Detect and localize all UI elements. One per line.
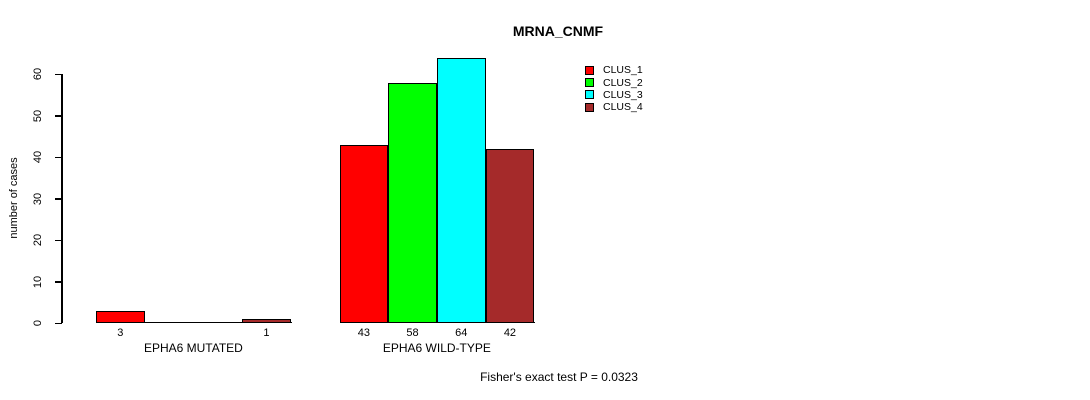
legend-label: CLUS_4 (603, 101, 643, 114)
bar-value-label: 1 (263, 327, 270, 339)
y-tick (55, 73, 62, 76)
bar-clus_1-1 (96, 311, 145, 323)
y-tick-label: 50 (32, 109, 44, 123)
legend: CLUS_1 CLUS_2 CLUS_3 CLUS_4 (585, 64, 643, 114)
bar-clus_2-2 (388, 83, 437, 323)
y-tick-label: 30 (32, 192, 44, 205)
bar-value-label: 42 (503, 327, 517, 339)
y-tick (55, 239, 62, 242)
y-tick (55, 281, 62, 283)
bar-clus_3-2 (436, 58, 486, 323)
y-tick-label: 0 (32, 319, 44, 327)
y-tick (55, 322, 62, 324)
y-tick (55, 115, 62, 117)
legend-label: CLUS_2 (603, 76, 643, 89)
legend-swatch-icon (585, 78, 594, 88)
legend-swatch-icon (585, 65, 594, 75)
y-tick-label: 60 (32, 68, 44, 81)
group-baseline (96, 322, 292, 323)
y-tick-label: 20 (32, 234, 44, 247)
chart-title: MRNA_CNMF (512, 23, 604, 39)
annotation-text: Fisher's exact test P = 0.0323 (480, 370, 638, 384)
bar-clus_4-2 (485, 149, 535, 323)
legend-swatch-icon (585, 102, 594, 112)
bar-value-label: 58 (406, 327, 419, 339)
legend-swatch-icon (585, 90, 594, 100)
y-tick (55, 198, 62, 200)
legend-item-clus_4: CLUS_4 (585, 101, 643, 113)
y-tick (55, 156, 62, 159)
legend-item-clus_1: CLUS_1 (585, 64, 643, 76)
bar-clus_4-1 (242, 319, 291, 323)
y-tick-label: 40 (32, 151, 44, 164)
y-tick-label: 10 (32, 275, 44, 288)
legend-item-clus_2: CLUS_2 (585, 76, 643, 89)
bar-value-label: 3 (117, 327, 124, 339)
y-axis-label: number of cases (8, 157, 20, 239)
x-category-label: EPHA6 MUTATED (143, 341, 243, 355)
legend-label: CLUS_1 (603, 64, 643, 77)
bar-value-label: 64 (455, 327, 468, 339)
legend-item-clus_3: CLUS_3 (585, 89, 643, 101)
x-category-label: EPHA6 WILD-TYPE (382, 341, 491, 355)
legend-label: CLUS_3 (603, 88, 643, 101)
bar-clus_1-2 (339, 145, 389, 323)
bar-value-label: 43 (357, 327, 370, 339)
